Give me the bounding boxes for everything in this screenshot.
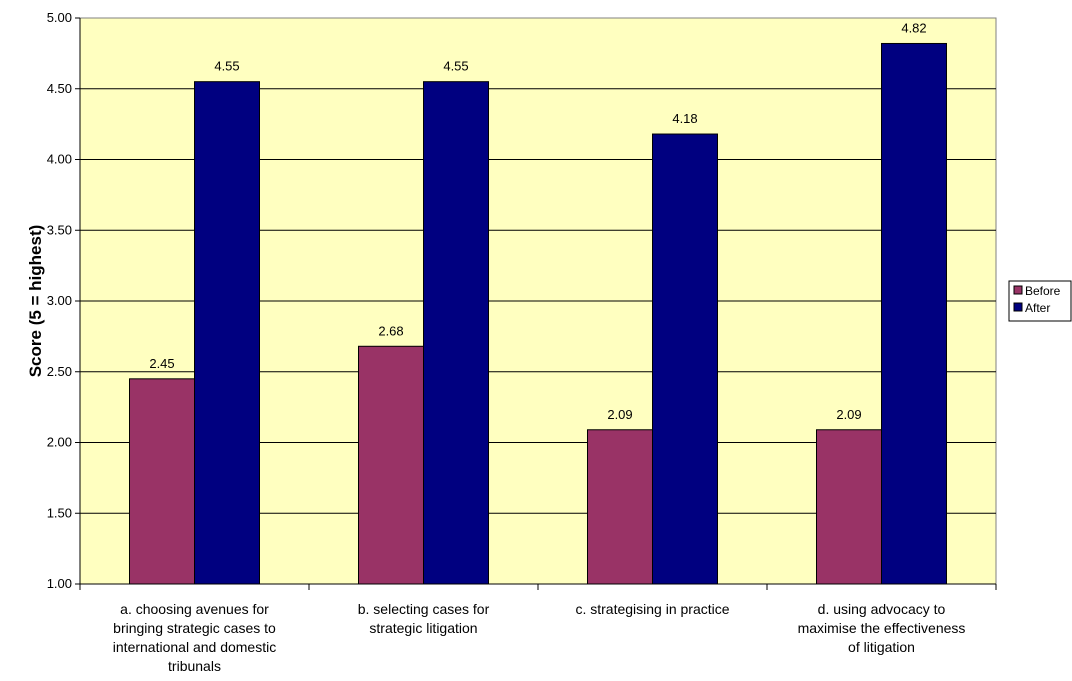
bar-after-0 [194,81,260,585]
legend-label-before: Before [1025,284,1061,298]
x-category-label-line: strategic litigation [369,620,477,636]
bar-before-1 [358,345,424,585]
x-category-label-line: maximise the effectiveness [798,620,966,636]
y-axis-label: Score (5 = highest) [26,225,45,378]
bar-after-1 [423,81,489,585]
y-tick-label: 3.00 [47,293,72,308]
x-category-label: b. selecting cases for strategic litigati… [358,601,490,636]
y-tick-label: 1.50 [47,505,72,520]
y-tick-label: 1.00 [47,576,72,591]
x-category-label-line: tribunals [168,658,221,674]
x-category-label-line: of litigation [848,639,915,655]
legend: Before After [1008,280,1072,322]
x-category-label-line: c. strategising in practice [575,601,729,617]
x-axis: a. choosing avenues for bringing strategi… [79,583,997,674]
bars [129,42,947,585]
legend-swatch-before [1013,285,1023,295]
y-tick-label: 3.50 [47,222,72,237]
x-category-label-line: bringing strategic cases to [113,620,276,636]
y-tick-label: 4.50 [47,81,72,96]
bar-before-3 [816,429,882,585]
data-label: 4.55 [214,59,239,74]
data-labels: 2.45 2.68 2.09 2.09 4.55 4.55 4.18 4.82 [149,20,926,421]
bar-before-0 [129,378,195,585]
x-category-label: d. using advocacy to maximise the effecti… [798,601,966,655]
y-tick-label: 5.00 [47,10,72,25]
data-label: 4.82 [901,20,926,35]
y-tick-label: 2.00 [47,435,72,450]
bar-before-2 [587,429,653,585]
data-label: 2.45 [149,356,174,371]
data-label: 4.18 [672,111,697,126]
data-label: 4.55 [443,59,468,74]
x-category-label: c. strategising in practice [575,601,729,617]
data-label: 2.09 [607,407,632,422]
x-category-label-line: international and domestic [113,639,276,655]
y-axis: 1.00 1.50 2.00 2.50 3.00 3.50 4.00 4.50 5.00 [47,10,81,591]
legend-swatch-after [1013,302,1023,312]
bar-after-3 [881,42,947,585]
y-tick-label: 2.50 [47,364,72,379]
data-label: 2.09 [836,407,861,422]
y-tick-label: 4.00 [47,152,72,167]
data-label: 2.68 [378,323,403,338]
x-category-label-line: a. choosing avenues for [120,601,269,617]
legend-label-after: After [1025,301,1050,315]
x-category-label-line: b. selecting cases for [358,601,490,617]
x-category-label: a. choosing avenues for bringing strategi… [113,601,276,674]
bar-after-2 [652,133,718,585]
x-category-label-line: d. using advocacy to [818,601,946,617]
